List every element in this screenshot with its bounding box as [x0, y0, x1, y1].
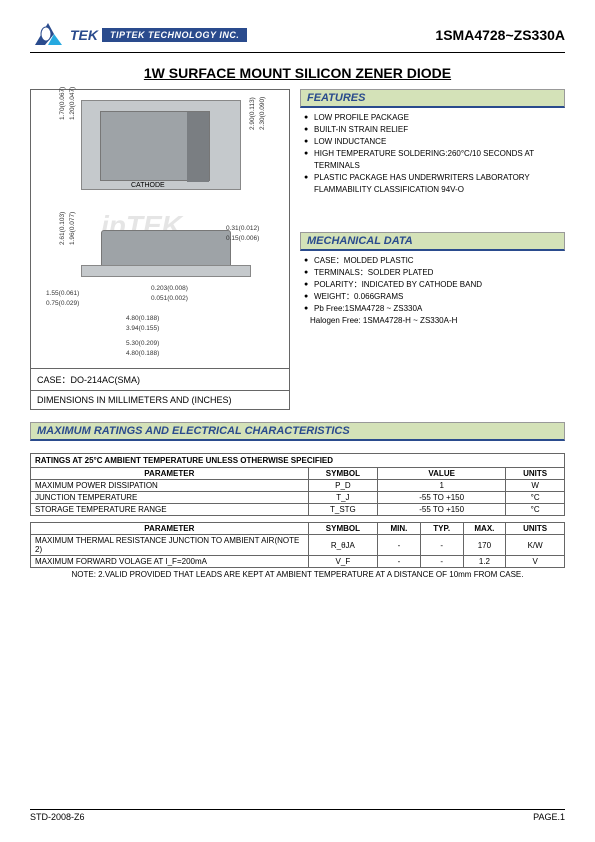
- cell: °C: [506, 492, 565, 504]
- logo-icon: [30, 20, 70, 50]
- col-header: UNITS: [506, 523, 565, 535]
- table-row: STORAGE TEMPERATURE RANGE T_STG -55 TO +…: [31, 504, 565, 516]
- cell: T_J: [308, 492, 377, 504]
- mechanical-list: CASE：MOLDED PLASTIC TERMINALS：SOLDER PLA…: [300, 255, 565, 315]
- cathode-label: CATHODE: [131, 182, 165, 189]
- col-header: PARAMETER: [31, 468, 309, 480]
- dim-label: 1.20(0.047): [69, 87, 76, 120]
- footer-left: STD-2008-Z6: [30, 812, 85, 822]
- cell: MAXIMUM POWER DISSIPATION: [31, 480, 309, 492]
- page-footer: STD-2008-Z6 PAGE.1: [30, 809, 565, 822]
- col-header: SYMBOL: [308, 523, 377, 535]
- dim-label: 2.30(0.090): [259, 97, 266, 130]
- feature-item: HIGH TEMPERATURE SOLDERING:260°C/10 SECO…: [304, 148, 565, 172]
- mechanical-item: WEIGHT：0.066GRAMS: [304, 291, 565, 303]
- cell: T_STG: [308, 504, 377, 516]
- cell: 1.2: [463, 556, 506, 568]
- cell: -55 TO +150: [378, 492, 506, 504]
- cell: °C: [506, 504, 565, 516]
- dim-label: 4.80(0.188): [126, 315, 159, 322]
- cell: R_θJA: [308, 535, 377, 556]
- features-header: FEATURES: [300, 89, 565, 108]
- col-header: VALUE: [378, 468, 506, 480]
- dim-label: 0.75(0.029): [46, 300, 79, 307]
- cell: MAXIMUM THERMAL RESISTANCE JUNCTION TO A…: [31, 535, 309, 556]
- feature-item: LOW INDUCTANCE: [304, 136, 565, 148]
- package-body: [100, 111, 210, 181]
- col-header: MIN.: [378, 523, 421, 535]
- ratings-header: MAXIMUM RATINGS AND ELECTRICAL CHARACTER…: [30, 422, 565, 441]
- cell: V_F: [308, 556, 377, 568]
- logo-brand: TEK: [70, 27, 98, 43]
- dim-label: 3.94(0.155): [126, 325, 159, 332]
- features-list: LOW PROFILE PACKAGE BUILT-IN STRAIN RELI…: [300, 112, 565, 196]
- dim-label: 0.31(0.012): [226, 225, 259, 232]
- dim-label: 1.96(0.077): [69, 212, 76, 245]
- package-diagram: CATHODE 1.70(0.067) 1.20(0.047) 2.90(0.1…: [30, 89, 290, 369]
- package-flange: [81, 265, 251, 277]
- mechanical-item: CASE：MOLDED PLASTIC: [304, 255, 565, 267]
- dim-label: 2.90(0.113): [249, 97, 256, 130]
- feature-item: BUILT-IN STRAIN RELIEF: [304, 124, 565, 136]
- table-row: MAXIMUM FORWARD VOLAGE AT I_F=200mA V_F …: [31, 556, 565, 568]
- dimensions-label: DIMENSIONS IN MILLIMETERS AND (INCHES): [30, 390, 290, 410]
- package-side-body: [101, 230, 231, 270]
- dim-label: 1.55(0.061): [46, 290, 79, 297]
- ratings-table-2: PARAMETER SYMBOL MIN. TYP. MAX. UNITS MA…: [30, 522, 565, 568]
- cell: -: [420, 535, 463, 556]
- dim-label: 2.61(0.103): [59, 212, 66, 245]
- col-header: SYMBOL: [308, 468, 377, 480]
- col-header: TYP.: [420, 523, 463, 535]
- table-row: MAXIMUM POWER DISSIPATION P_D 1 W: [31, 480, 565, 492]
- cell: JUNCTION TEMPERATURE: [31, 492, 309, 504]
- feature-item: LOW PROFILE PACKAGE: [304, 112, 565, 124]
- feature-item: PLASTIC PACKAGE HAS UNDERWRITERS LABORAT…: [304, 172, 565, 196]
- dim-label: 5.30(0.209): [126, 340, 159, 347]
- dim-label: 0.051(0.002): [151, 295, 188, 302]
- package-top-view: [81, 100, 241, 190]
- cell: W: [506, 480, 565, 492]
- case-label: CASE：DO-214AC(SMA): [30, 368, 290, 391]
- mechanical-sub: Halogen Free: 1SMA4728-H ~ ZS330A-H: [300, 315, 565, 327]
- cell: V: [506, 556, 565, 568]
- col-header: MAX.: [463, 523, 506, 535]
- cell: 170: [463, 535, 506, 556]
- table-row: MAXIMUM THERMAL RESISTANCE JUNCTION TO A…: [31, 535, 565, 556]
- mechanical-header: MECHANICAL DATA: [300, 232, 565, 251]
- cathode-band: [187, 112, 209, 182]
- mechanical-item: POLARITY：INDICATED BY CATHODE BAND: [304, 279, 565, 291]
- cell: -: [378, 556, 421, 568]
- dim-label: 0.203(0.008): [151, 285, 188, 292]
- cell: STORAGE TEMPERATURE RANGE: [31, 504, 309, 516]
- ratings-caption: RATINGS AT 25°C AMBIENT TEMPERATURE UNLE…: [30, 453, 565, 467]
- col-header: UNITS: [506, 468, 565, 480]
- table-row: JUNCTION TEMPERATURE T_J -55 TO +150 °C: [31, 492, 565, 504]
- cell: -: [420, 556, 463, 568]
- cell: -55 TO +150: [378, 504, 506, 516]
- ratings-note: NOTE: 2.VALID PROVIDED THAT LEADS ARE KE…: [30, 570, 565, 579]
- mechanical-item: TERMINALS：SOLDER PLATED: [304, 267, 565, 279]
- cell: -: [378, 535, 421, 556]
- col-header: PARAMETER: [31, 523, 309, 535]
- mechanical-item: Pb Free:1SMA4728 ~ ZS330A: [304, 303, 565, 315]
- part-number: 1SMA4728~ZS330A: [435, 27, 565, 43]
- cell: K/W: [506, 535, 565, 556]
- dim-label: 1.70(0.067): [59, 87, 66, 120]
- cell: P_D: [308, 480, 377, 492]
- cell: 1: [378, 480, 506, 492]
- page-header: TEK TIPTEK TECHNOLOGY INC. 1SMA4728~ZS33…: [30, 20, 565, 53]
- ratings-table-1: PARAMETER SYMBOL VALUE UNITS MAXIMUM POW…: [30, 467, 565, 516]
- footer-right: PAGE.1: [533, 812, 565, 822]
- cell: MAXIMUM FORWARD VOLAGE AT I_F=200mA: [31, 556, 309, 568]
- logo: TEK TIPTEK TECHNOLOGY INC.: [30, 20, 247, 50]
- dim-label: 4.80(0.188): [126, 350, 159, 357]
- company-name: TIPTEK TECHNOLOGY INC.: [102, 28, 247, 42]
- page-title: 1W SURFACE MOUNT SILICON ZENER DIODE: [30, 65, 565, 81]
- dim-label: 0.15(0.006): [226, 235, 259, 242]
